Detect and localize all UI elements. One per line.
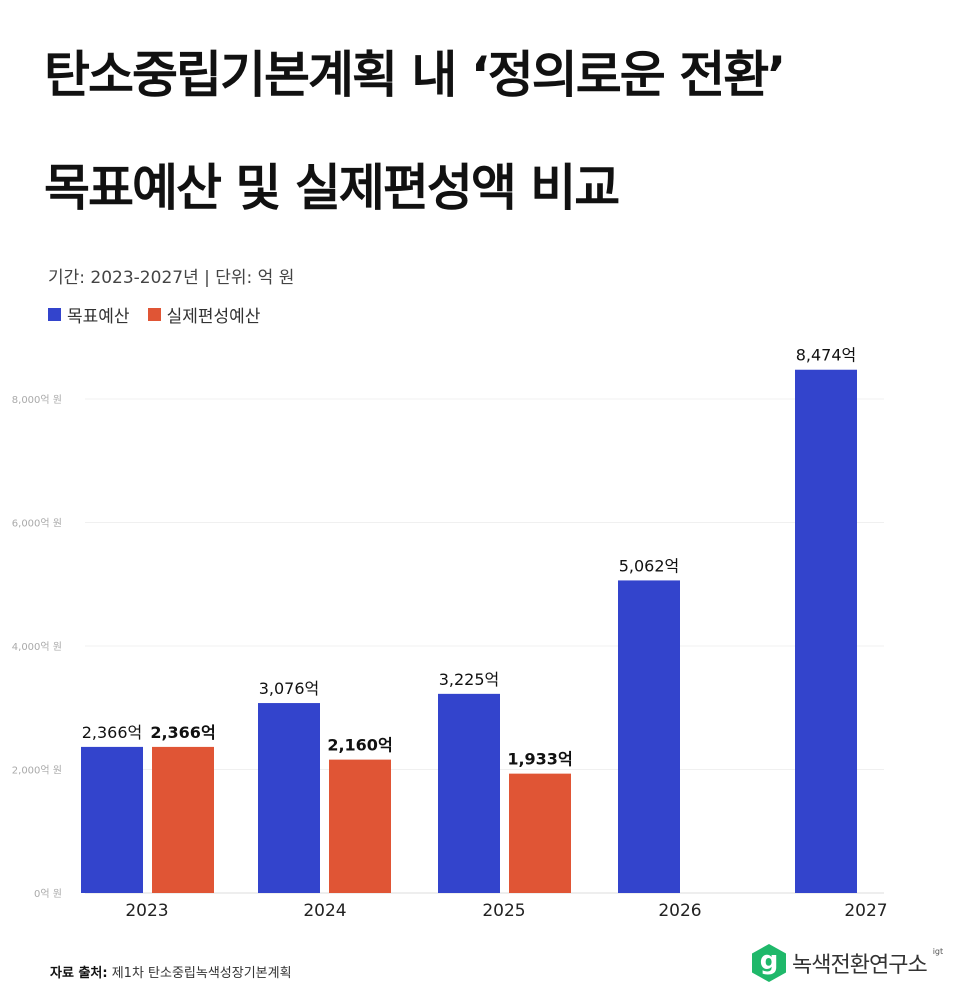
subtitle: 기간: 2023-2027년 | 단위: 억 원: [48, 268, 295, 288]
legend-item-target: 목표예산: [48, 302, 130, 327]
bar-actual: [152, 746, 214, 893]
y-tick-label: 8,000억 원: [12, 394, 62, 406]
legend-swatch-actual: [147, 308, 161, 321]
data-label: 3,225억: [439, 670, 500, 689]
logo-sup: igt: [932, 946, 944, 956]
y-tick-label: 2,000억 원: [12, 765, 62, 777]
legend-label-actual: 실제편성예산: [166, 307, 261, 327]
bar-target: [258, 703, 320, 893]
source-label: 자료 출처:: [50, 966, 108, 981]
bar-actual: [329, 759, 391, 893]
data-label: 3,076억: [259, 679, 320, 698]
y-tick-label: 6,000억 원: [12, 518, 62, 530]
x-tick-label: 2027: [844, 901, 887, 921]
bar-target: [795, 369, 857, 894]
bar-actual: [509, 773, 571, 893]
x-tick-label: 2024: [303, 901, 346, 921]
data-label: 1,933억: [507, 750, 572, 769]
x-tick-label: 2025: [482, 901, 525, 921]
x-tick-label: 2023: [125, 901, 168, 921]
data-label: 5,062억: [619, 556, 680, 575]
logo: g 녹색전환연구소 igt: [752, 944, 943, 982]
source-note: 자료 출처: 제1차 탄소중립녹색성장기본계획: [50, 962, 292, 981]
bar-target: [438, 693, 500, 893]
title-line-1: 탄소중립기본계획 내 ‘정의로운 전환’: [44, 46, 786, 104]
legend-swatch-target: [48, 308, 61, 321]
logo-mark-icon: g: [752, 944, 786, 982]
logo-name: 녹색전환연구소: [792, 953, 928, 978]
title-line-2: 목표예산 및 실제편성액 비교: [44, 159, 620, 217]
bar-target: [81, 746, 143, 893]
legend-item-actual: 실제편성예산: [147, 302, 261, 327]
data-label: 2,160억: [327, 736, 392, 755]
bar-target: [618, 580, 680, 893]
data-label: 2,366억: [82, 723, 143, 742]
data-label: 2,366억: [150, 723, 215, 742]
data-label: 8,474억: [796, 346, 857, 365]
x-tick-label: 2026: [658, 901, 701, 921]
source-text: 제1차 탄소중립녹색성장기본계획: [111, 966, 292, 981]
y-tick-label: 0억 원: [34, 888, 62, 900]
y-tick-label: 4,000억 원: [12, 641, 62, 653]
legend: 목표예산 실제편성예산: [48, 302, 260, 327]
legend-label-target: 목표예산: [67, 307, 130, 327]
